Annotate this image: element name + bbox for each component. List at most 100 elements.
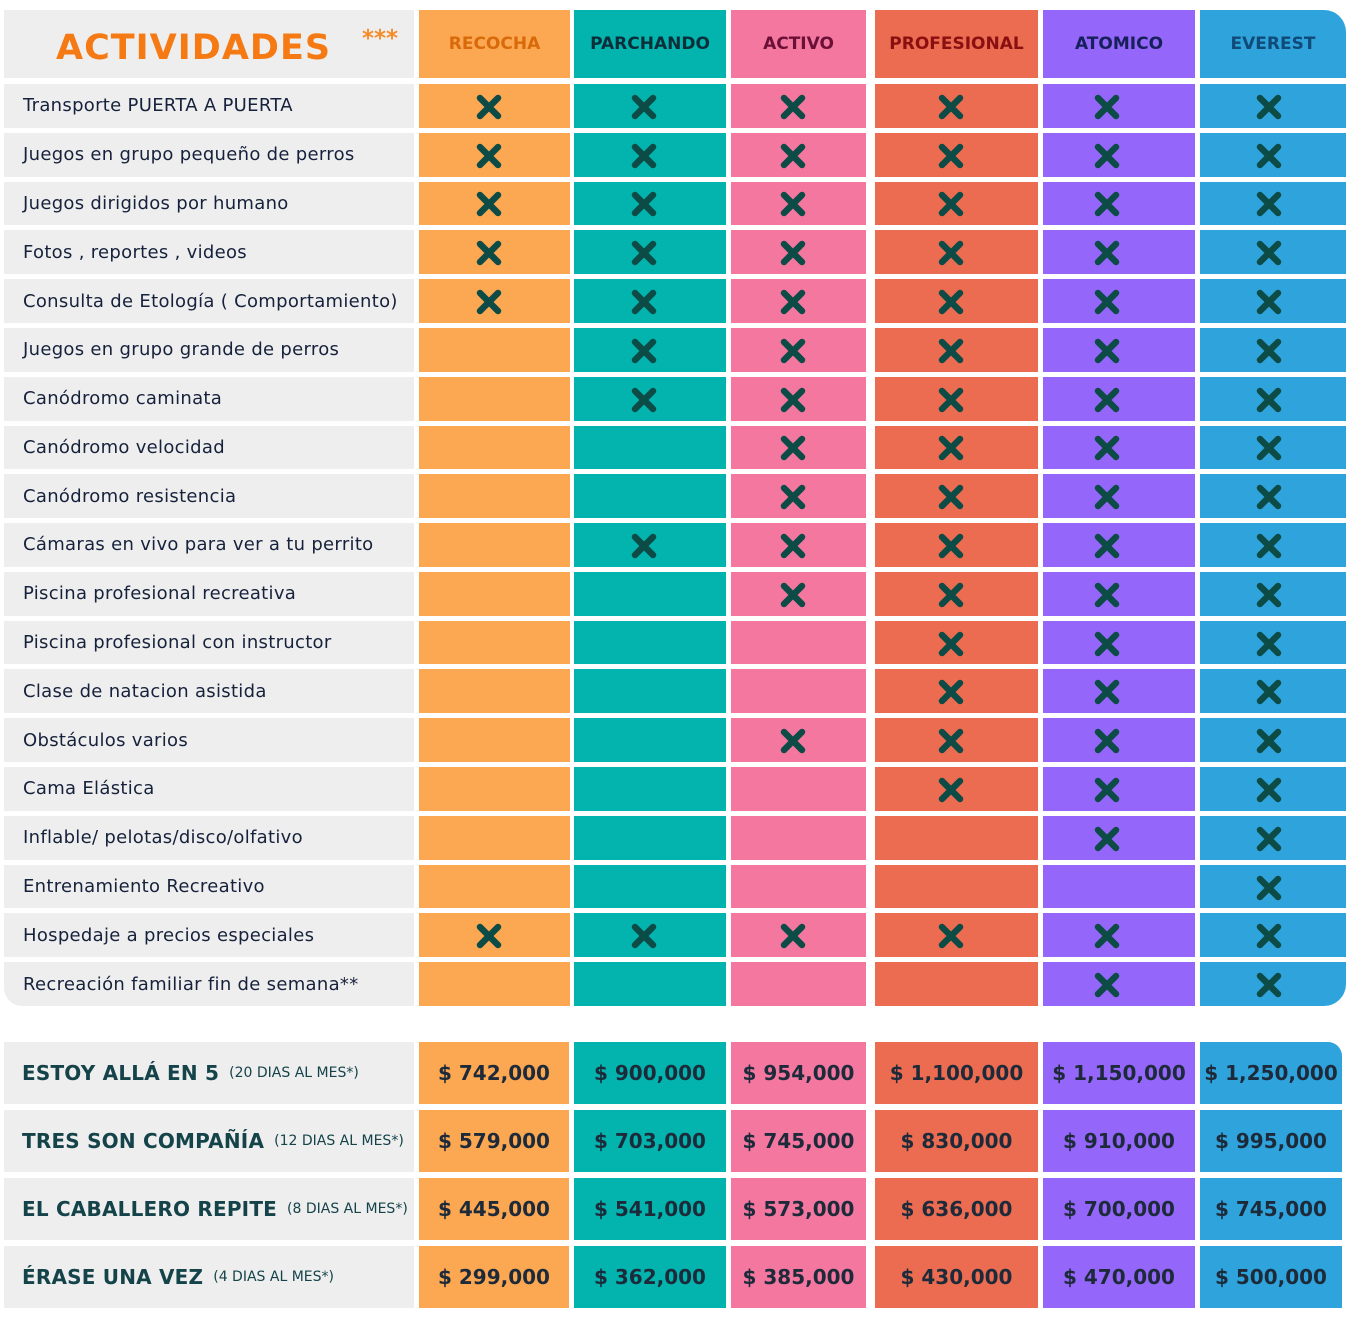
included-x-icon (631, 192, 657, 217)
package-name: EL CABALLERO REPITE (22, 1197, 278, 1221)
package-label: TRES SON COMPAÑÍA (12 DIAS AL MES*) (4, 1110, 414, 1172)
activity-label: Cámaras en vivo para ver a tu perrito (4, 523, 414, 567)
activity-label: Clase de natacion asistida (4, 669, 414, 714)
plan-header-atomico: ATOMICO (1043, 10, 1195, 78)
activity-label: Consulta de Etología ( Comportamiento) (4, 279, 414, 323)
plan-cell-activo (731, 132, 866, 177)
plan-cell-atomico (1043, 913, 1195, 958)
price-cell-profesional: $ 636,000 (875, 1178, 1038, 1240)
plan-cell-parchando (574, 376, 726, 421)
price-cell-activo: $ 385,000 (731, 1246, 866, 1308)
included-x-icon (1256, 387, 1282, 412)
included-x-icon (631, 143, 657, 168)
plan-cell-profesional (875, 864, 1038, 909)
plan-cell-atomico (1043, 376, 1195, 421)
plan-cell-profesional (875, 181, 1038, 226)
price-cell-recocha: $ 742,000 (419, 1042, 569, 1104)
plan-cell-recocha (419, 327, 570, 372)
plan-cell-recocha (419, 230, 570, 275)
plan-cell-profesional (875, 620, 1038, 665)
included-x-icon (1256, 533, 1282, 559)
price-cell-recocha: $ 579,000 (419, 1110, 569, 1172)
included-x-icon (780, 436, 805, 461)
plan-cell-activo (731, 571, 866, 616)
package-name: ÉRASE UNA VEZ (22, 1265, 204, 1289)
included-x-icon (1256, 143, 1282, 168)
plan-cell-recocha (419, 718, 570, 763)
plan-cell-parchando (574, 571, 726, 616)
included-x-icon (1256, 875, 1282, 900)
price-cell-activo: $ 745,000 (731, 1110, 866, 1172)
included-x-icon (476, 924, 501, 949)
included-x-icon (938, 94, 963, 120)
package-name: TRES SON COMPAÑÍA (22, 1129, 265, 1153)
plan-cell-recocha (419, 620, 570, 665)
included-x-icon (1256, 94, 1282, 120)
plan-cell-activo (731, 425, 866, 470)
price-cell-recocha: $ 445,000 (419, 1178, 569, 1240)
included-x-icon (1094, 826, 1120, 851)
included-x-icon (1256, 826, 1282, 851)
plan-cell-atomico (1043, 767, 1195, 811)
plan-cell-recocha (419, 279, 570, 323)
activity-label: Piscina profesional recreativa (4, 571, 414, 616)
price-cell-activo: $ 954,000 (731, 1042, 866, 1104)
package-days: (4 DIAS AL MES*) (213, 1269, 334, 1285)
plan-cell-recocha (419, 864, 570, 909)
included-x-icon (1094, 192, 1120, 217)
included-x-icon (938, 533, 963, 559)
included-x-icon (938, 143, 963, 168)
included-x-icon (938, 924, 963, 949)
included-x-icon (1094, 582, 1120, 608)
plan-cell-activo (731, 913, 866, 958)
plan-cell-atomico (1043, 864, 1195, 909)
included-x-icon (1256, 192, 1282, 217)
plan-cell-profesional (875, 376, 1038, 421)
price-cell-atomico: $ 700,000 (1043, 1178, 1195, 1240)
included-x-icon (631, 338, 657, 364)
header-label-cell (4, 10, 414, 78)
plan-cell-parchando (574, 132, 726, 177)
plan-cell-parchando (574, 718, 726, 763)
included-x-icon (1094, 777, 1120, 803)
plan-cell-parchando (574, 913, 726, 958)
plan-cell-atomico (1043, 962, 1195, 1006)
price-cell-atomico: $ 910,000 (1043, 1110, 1195, 1172)
plan-cell-profesional (875, 425, 1038, 470)
activity-label: Recreación familiar fin de semana** (4, 962, 414, 1006)
plan-cell-recocha (419, 913, 570, 958)
included-x-icon (780, 94, 805, 120)
plan-header-activo: ACTIVO (731, 10, 866, 78)
plan-cell-profesional (875, 523, 1038, 567)
plan-cell-atomico (1043, 327, 1195, 372)
activity-label: Cama Elástica (4, 767, 414, 811)
included-x-icon (780, 387, 805, 412)
plan-cell-profesional (875, 767, 1038, 811)
plan-cell-activo (731, 669, 866, 714)
included-x-icon (1256, 484, 1282, 510)
plan-header-profesional: PROFESIONAL (875, 10, 1038, 78)
included-x-icon (780, 338, 805, 364)
package-days: (20 DIAS AL MES*) (229, 1065, 359, 1081)
plan-cell-atomico (1043, 571, 1195, 616)
included-x-icon (938, 387, 963, 412)
included-x-icon (631, 289, 657, 315)
package-label: EL CABALLERO REPITE (8 DIAS AL MES*) (4, 1178, 414, 1240)
included-x-icon (1256, 289, 1282, 315)
plan-cell-profesional (875, 474, 1038, 519)
plan-cell-atomico (1043, 474, 1195, 519)
price-cell-atomico: $ 470,000 (1043, 1246, 1195, 1308)
plan-cell-parchando (574, 474, 726, 519)
plan-cell-atomico (1043, 718, 1195, 763)
plan-cell-parchando (574, 230, 726, 275)
included-x-icon (1094, 972, 1120, 998)
included-x-icon (631, 387, 657, 412)
plan-cell-atomico (1043, 132, 1195, 177)
package-days: (12 DIAS AL MES*) (274, 1133, 404, 1149)
included-x-icon (1256, 338, 1282, 364)
plan-cell-parchando (574, 669, 726, 714)
plan-cell-parchando (574, 962, 726, 1006)
price-cell-parchando: $ 703,000 (574, 1110, 726, 1172)
page-title: ACTIVIDADES (56, 28, 332, 68)
activity-label: Juegos dirigidos por humano (4, 181, 414, 226)
